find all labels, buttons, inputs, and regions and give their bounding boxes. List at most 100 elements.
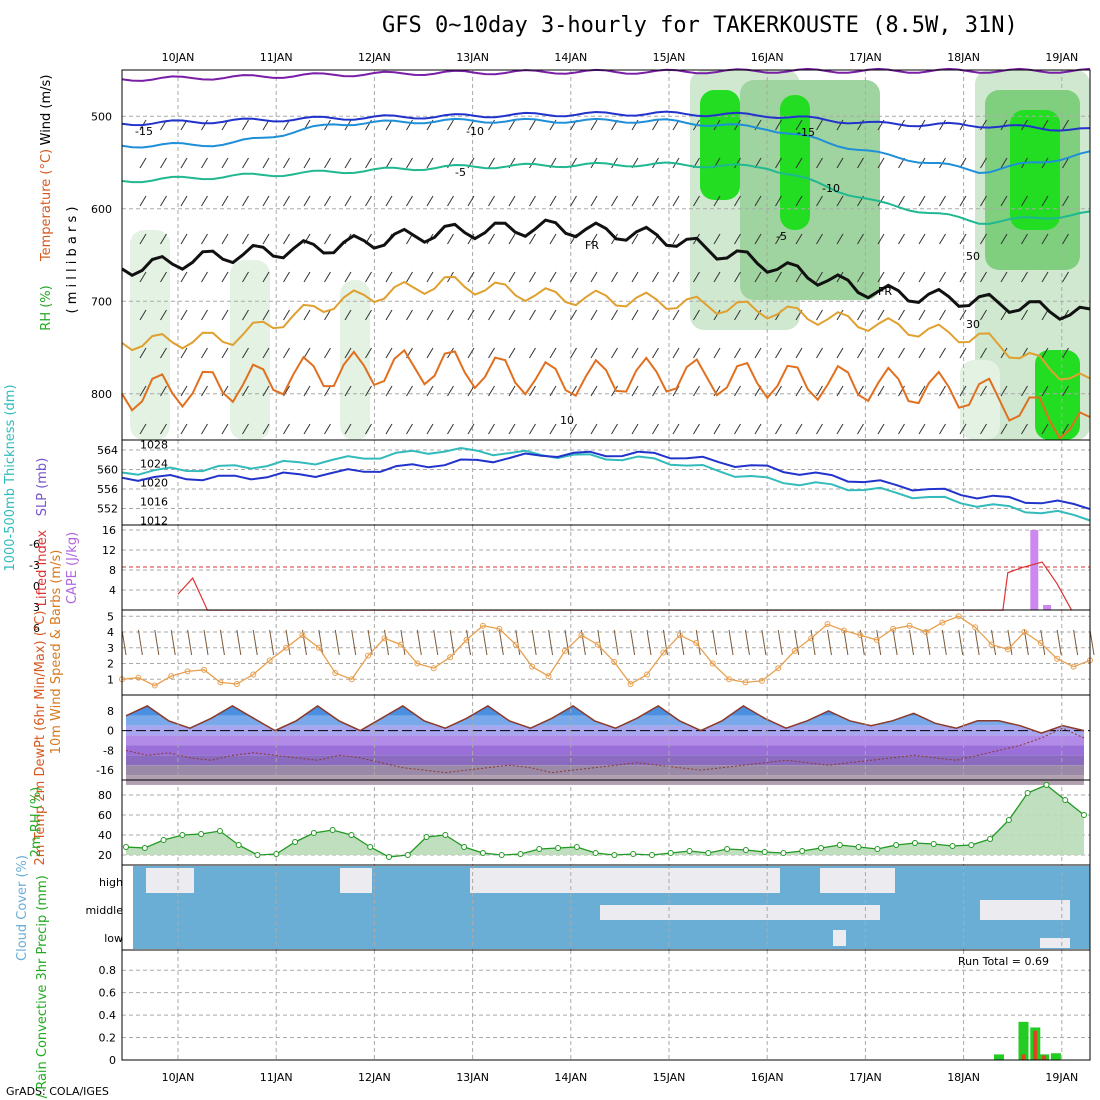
rh-2m-point (742, 847, 749, 853)
wind-barb (549, 309, 557, 321)
wind-barb (262, 347, 270, 359)
wind-barb (734, 195, 741, 207)
wind-barb (795, 233, 803, 245)
wind-barb (139, 385, 147, 397)
wind-barb (385, 195, 393, 207)
wind-barb (365, 385, 372, 397)
rh-2m-area (126, 785, 1084, 857)
wind-speed-line (121, 615, 1091, 687)
wind-barb (1021, 233, 1028, 245)
wind-barb (959, 347, 967, 359)
wind-barb (160, 271, 167, 283)
wind-barb (262, 157, 270, 169)
wind-barb (488, 119, 495, 131)
wind-barb (898, 195, 905, 207)
wind-barb-10m (433, 629, 439, 656)
wind-barb (447, 195, 454, 207)
wind-barb (221, 385, 229, 397)
wind-barb-10m (974, 629, 980, 656)
wind-speed-point (561, 647, 568, 654)
wind-barb (242, 385, 249, 397)
wind-barb-10m (1089, 629, 1095, 656)
rh-2m-point (555, 845, 562, 851)
wind-barb (283, 423, 290, 435)
wind-barb (262, 233, 270, 245)
wind-barb (611, 195, 618, 207)
wind-barb (549, 423, 557, 435)
y-axis-label-temp: Temperature (°C) (39, 149, 54, 262)
wind-barb (959, 233, 967, 245)
wind-barb-10m (416, 629, 422, 656)
y-tick-label-right: 1016 (140, 495, 168, 508)
wind-speed-point (250, 671, 257, 678)
rh-2m-point (404, 852, 411, 858)
wind-barb (734, 347, 741, 359)
y-axis-label-precip: Total / Rain Convective 3hr Precip (mm) (35, 875, 50, 1100)
wind-barb (529, 309, 536, 321)
cloud-clear-cell (820, 868, 895, 893)
x-tick-label-top: 16JAN (751, 51, 784, 64)
wind-barb (221, 233, 229, 245)
wind-barb (918, 271, 926, 283)
cloud-clear-cell (833, 930, 846, 946)
wind-barb (1021, 309, 1028, 321)
wind-barb (283, 385, 290, 397)
slp-frame (121, 439, 1091, 526)
contour-label: 50 (966, 250, 980, 263)
wind-barb (652, 423, 659, 435)
wind-barb (1000, 309, 1008, 321)
wind-barb (160, 347, 167, 359)
wind-barb (795, 385, 803, 397)
wind-barb (980, 423, 987, 435)
wind-barb (652, 119, 659, 131)
lifted-index-line (177, 561, 1073, 611)
wind-barb (631, 119, 639, 131)
wind-barb (754, 233, 762, 245)
wind-barb-10m (384, 629, 390, 656)
wind-barb (1062, 195, 1069, 207)
isotherm-line (121, 117, 1091, 175)
wind-barb (693, 385, 700, 397)
wind-barb-10m (892, 629, 898, 656)
wind-barb (160, 195, 167, 207)
wind-barb (324, 385, 331, 397)
isotherm-line (121, 67, 1091, 82)
wind-barb-10m (646, 629, 652, 656)
x-tick-label-top: 18JAN (947, 51, 980, 64)
wind-barb (180, 195, 188, 207)
wind-barb (447, 385, 454, 397)
wind-barb (652, 271, 659, 283)
wind-barb (426, 309, 434, 321)
wind-barb-10m (777, 629, 783, 656)
wind-barb (734, 157, 741, 169)
wind-barb (365, 157, 372, 169)
temp-band (126, 735, 1084, 746)
wind-barb (385, 157, 393, 169)
cloud-level-label: high (99, 876, 123, 889)
wind-speed-point (758, 677, 765, 684)
wind-barb (795, 157, 803, 169)
rh-2m-point (930, 841, 937, 847)
rh-2m-point (761, 849, 768, 855)
wind-barb (795, 271, 803, 283)
wind-barb (426, 271, 434, 283)
wind-barb (672, 195, 680, 207)
wind-barb (139, 195, 147, 207)
wind-barb (713, 195, 721, 207)
x-tick-label-top: 13JAN (456, 51, 489, 64)
wind-speed-point (660, 649, 667, 656)
wind-barb (283, 347, 290, 359)
precip-convective-bar (1033, 1030, 1038, 1060)
wind-barb (877, 309, 885, 321)
wind-barb (508, 233, 516, 245)
cloud-clear-cell (340, 868, 372, 893)
wind-barb-10m (859, 629, 865, 656)
wind-barb-10m (679, 629, 685, 656)
wind-barb (344, 347, 352, 359)
wind-barb (816, 385, 823, 397)
wind-barb (795, 119, 803, 131)
wind-speed-point (201, 666, 208, 673)
wind-barb (898, 423, 905, 435)
x-tick-label-bottom: 18JAN (947, 1071, 980, 1084)
wind-barb (529, 347, 536, 359)
